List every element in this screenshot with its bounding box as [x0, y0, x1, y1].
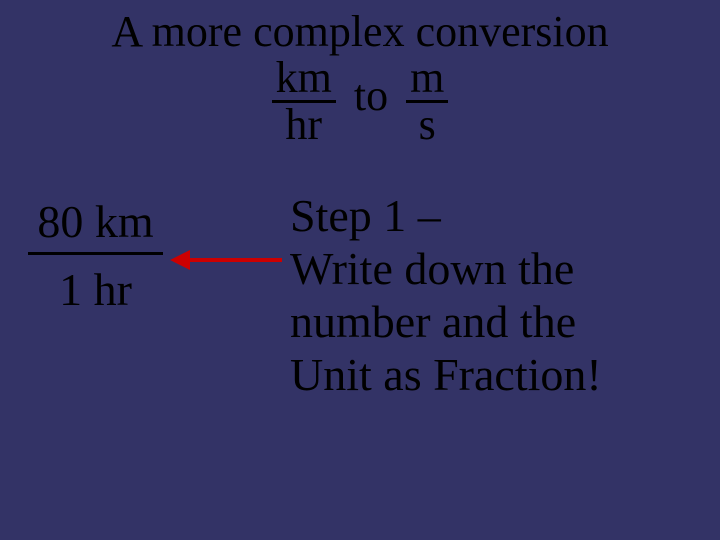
given-fraction-numerator: 80 km: [28, 195, 163, 250]
step-line2: Write down the: [290, 243, 710, 296]
given-fraction-denominator: 1 hr: [28, 261, 163, 316]
unit-conversion-row: km hr to m s: [0, 56, 720, 147]
unit-from-denominator: hr: [285, 103, 322, 147]
unit-from-fraction: km hr: [272, 56, 336, 147]
unit-to-fraction: m s: [406, 56, 448, 147]
title-block: A more complex conversion km hr to m s: [0, 8, 720, 147]
step-heading: Step 1 –: [290, 190, 710, 243]
title-line1: A more complex conversion: [0, 8, 720, 56]
unit-from-numerator: km: [272, 56, 336, 103]
unit-to-numerator: m: [406, 56, 448, 103]
given-fraction: 80 km 1 hr: [28, 195, 163, 316]
step-line3: number and the: [290, 296, 710, 349]
arrow-left-icon: [170, 244, 282, 276]
step-instruction: Step 1 – Write down the number and the U…: [290, 190, 710, 402]
step-line4: Unit as Fraction!: [290, 349, 710, 402]
unit-to-denominator: s: [419, 103, 436, 147]
unit-to-word: to: [354, 56, 388, 118]
given-fraction-bar: [28, 252, 163, 255]
